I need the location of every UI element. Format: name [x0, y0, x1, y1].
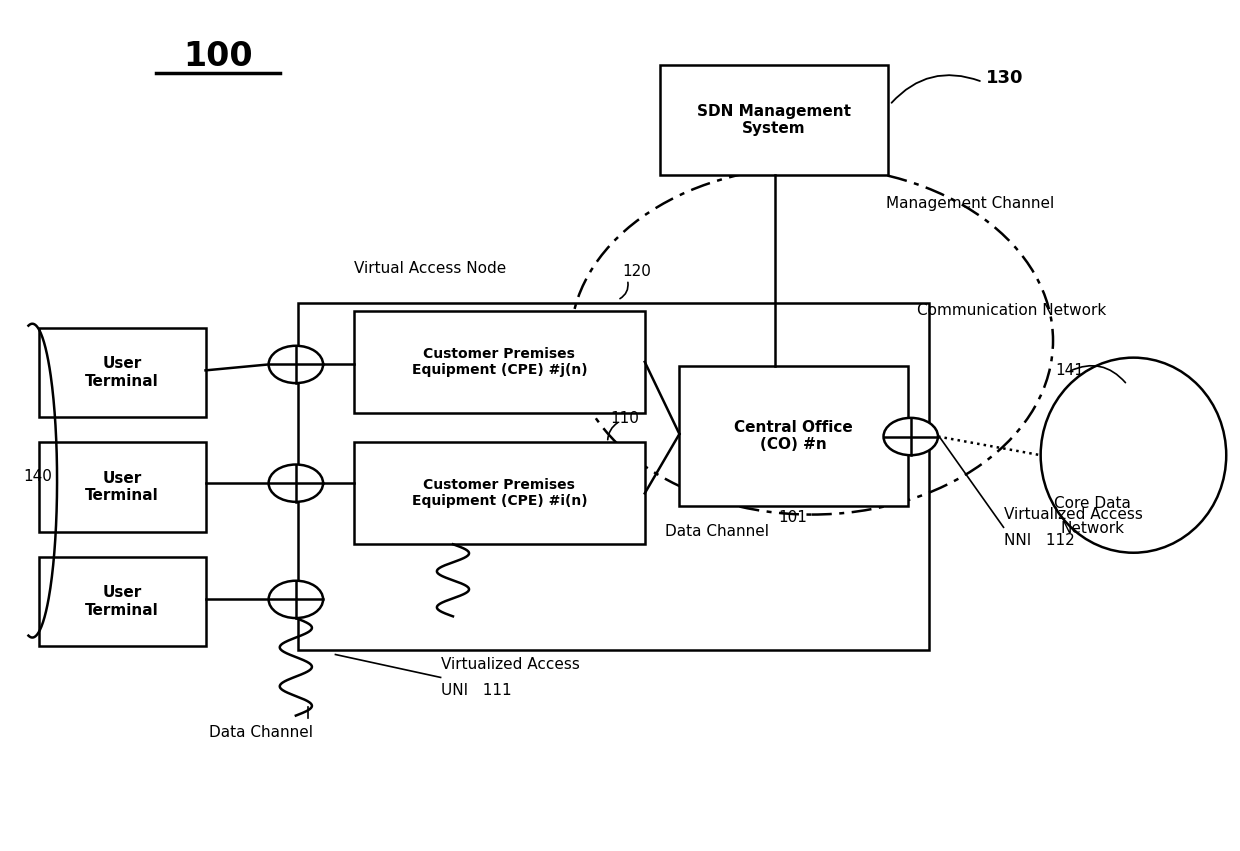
Text: Core Data: Core Data: [1054, 496, 1131, 511]
FancyBboxPatch shape: [38, 328, 206, 417]
Text: User
Terminal: User Terminal: [86, 585, 159, 618]
Text: 120: 120: [622, 264, 651, 278]
Ellipse shape: [1040, 357, 1226, 553]
Text: User
Terminal: User Terminal: [86, 357, 159, 389]
Text: Customer Premises
Equipment (CPE) #i(n): Customer Premises Equipment (CPE) #i(n): [412, 478, 588, 508]
Text: Data Channel: Data Channel: [210, 725, 314, 740]
Text: User
Terminal: User Terminal: [86, 471, 159, 503]
Text: Customer Premises
Equipment (CPE) #j(n): Customer Premises Equipment (CPE) #j(n): [412, 347, 588, 377]
Text: NNI   112: NNI 112: [1003, 533, 1074, 547]
Text: 140: 140: [24, 469, 52, 484]
FancyBboxPatch shape: [680, 366, 908, 506]
Text: 141: 141: [1055, 363, 1084, 378]
FancyBboxPatch shape: [353, 311, 645, 413]
FancyBboxPatch shape: [353, 443, 645, 545]
FancyBboxPatch shape: [38, 443, 206, 532]
Text: 110: 110: [610, 411, 639, 426]
Text: UNI   111: UNI 111: [440, 683, 511, 698]
Circle shape: [269, 465, 324, 502]
Circle shape: [269, 346, 324, 383]
Circle shape: [269, 580, 324, 618]
Text: Central Office
(CO) #n: Central Office (CO) #n: [734, 420, 853, 452]
Text: Data Channel: Data Channel: [665, 524, 769, 539]
FancyBboxPatch shape: [660, 65, 889, 175]
Text: Virtualized Access: Virtualized Access: [1003, 507, 1142, 522]
Text: Virtual Access Node: Virtual Access Node: [353, 261, 506, 276]
Text: Management Channel: Management Channel: [887, 196, 1054, 211]
Text: Virtualized Access: Virtualized Access: [440, 657, 579, 672]
Text: 101: 101: [779, 510, 807, 524]
Text: Communication Network: Communication Network: [916, 304, 1106, 318]
Text: 100: 100: [184, 40, 253, 73]
Circle shape: [884, 418, 937, 455]
FancyBboxPatch shape: [38, 557, 206, 646]
Text: Network: Network: [1060, 522, 1125, 536]
Text: 130: 130: [986, 69, 1024, 87]
Text: SDN Management
System: SDN Management System: [697, 104, 851, 136]
